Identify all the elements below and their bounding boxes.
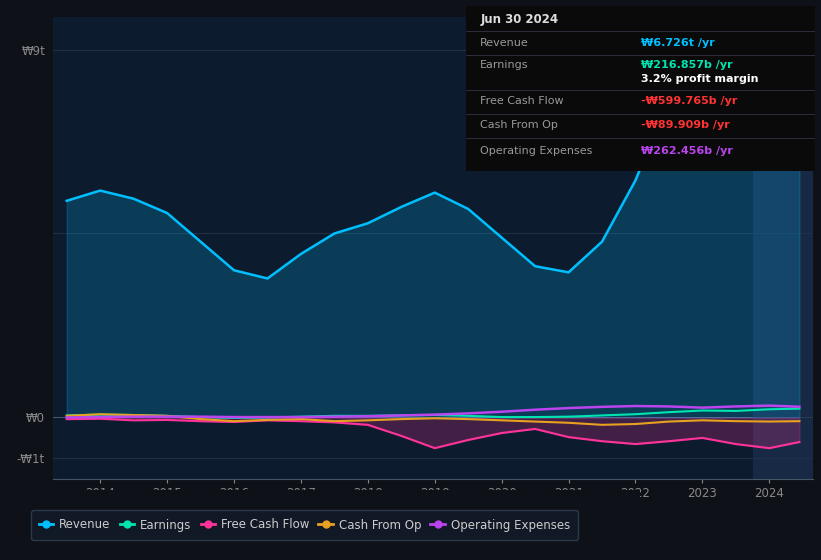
Text: ₩6.726t /yr: ₩6.726t /yr: [641, 38, 714, 48]
Text: 3.2% profit margin: 3.2% profit margin: [641, 74, 759, 84]
Text: ₩216.857b /yr: ₩216.857b /yr: [641, 60, 732, 70]
Text: Jun 30 2024: Jun 30 2024: [480, 13, 558, 26]
Text: -₩599.765b /yr: -₩599.765b /yr: [641, 96, 737, 106]
Text: -₩89.909b /yr: -₩89.909b /yr: [641, 120, 730, 130]
Text: Operating Expenses: Operating Expenses: [480, 146, 593, 156]
Text: ₩262.456b /yr: ₩262.456b /yr: [641, 146, 732, 156]
Text: Earnings: Earnings: [480, 60, 529, 70]
Bar: [753, 17, 813, 479]
Text: Free Cash Flow: Free Cash Flow: [480, 96, 564, 106]
Text: Revenue: Revenue: [480, 38, 529, 48]
Text: Cash From Op: Cash From Op: [480, 120, 558, 130]
Legend: Revenue, Earnings, Free Cash Flow, Cash From Op, Operating Expenses: Revenue, Earnings, Free Cash Flow, Cash …: [30, 510, 578, 540]
